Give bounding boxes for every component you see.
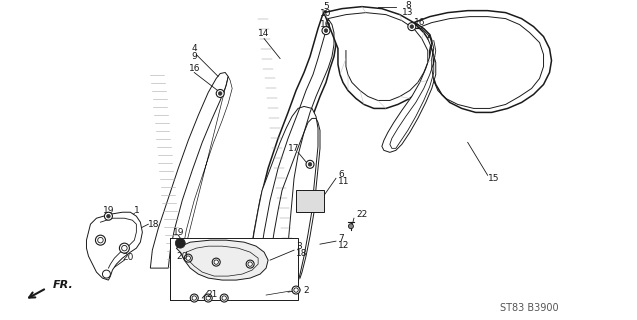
Polygon shape <box>382 35 436 152</box>
Circle shape <box>294 288 298 292</box>
Circle shape <box>408 23 416 31</box>
Text: 18: 18 <box>296 249 308 258</box>
Polygon shape <box>87 212 142 280</box>
Text: 8: 8 <box>405 1 411 10</box>
Circle shape <box>322 27 330 35</box>
Polygon shape <box>248 107 318 282</box>
Circle shape <box>214 260 218 264</box>
Text: ST83 B3900: ST83 B3900 <box>500 303 559 313</box>
Circle shape <box>220 294 228 302</box>
Text: 1: 1 <box>134 206 140 215</box>
Text: 20: 20 <box>123 252 134 262</box>
Circle shape <box>306 160 314 168</box>
Text: 18: 18 <box>148 220 160 229</box>
Text: 4: 4 <box>192 44 197 53</box>
Circle shape <box>248 262 252 266</box>
Circle shape <box>97 237 103 243</box>
Circle shape <box>190 294 198 302</box>
Text: 11: 11 <box>338 177 350 186</box>
Text: 10: 10 <box>320 9 332 18</box>
Text: FR.: FR. <box>52 280 73 290</box>
Bar <box>296 190 324 212</box>
Circle shape <box>410 25 413 28</box>
Circle shape <box>106 214 110 218</box>
Circle shape <box>186 256 190 260</box>
Text: 19: 19 <box>173 228 184 237</box>
Text: 16: 16 <box>414 18 426 27</box>
Text: 3: 3 <box>296 242 302 251</box>
Polygon shape <box>248 11 336 278</box>
Circle shape <box>348 224 354 229</box>
Text: 15: 15 <box>488 174 499 183</box>
Text: 14: 14 <box>259 29 270 38</box>
Polygon shape <box>414 11 552 112</box>
Text: 17: 17 <box>289 144 300 153</box>
Circle shape <box>222 296 226 300</box>
Text: 16: 16 <box>320 20 332 29</box>
Polygon shape <box>150 73 228 268</box>
Text: 9: 9 <box>191 52 197 61</box>
Circle shape <box>308 163 312 166</box>
Polygon shape <box>324 7 436 108</box>
Text: 2: 2 <box>303 285 309 295</box>
Text: 20: 20 <box>176 252 188 260</box>
Circle shape <box>206 296 210 300</box>
Bar <box>170 238 298 300</box>
Circle shape <box>184 254 192 262</box>
Polygon shape <box>176 240 268 280</box>
Circle shape <box>122 245 127 251</box>
Circle shape <box>216 90 224 98</box>
Text: 21: 21 <box>206 290 218 299</box>
Circle shape <box>119 243 129 253</box>
Text: 19: 19 <box>103 206 114 215</box>
Circle shape <box>104 212 112 220</box>
Text: 16: 16 <box>189 64 200 73</box>
Text: 13: 13 <box>402 8 413 17</box>
Circle shape <box>204 294 212 302</box>
Text: 5: 5 <box>323 2 329 11</box>
Circle shape <box>192 296 196 300</box>
Circle shape <box>292 286 300 294</box>
Circle shape <box>324 29 328 32</box>
Circle shape <box>212 258 220 266</box>
Text: 6: 6 <box>338 170 344 179</box>
Text: 22: 22 <box>356 210 367 219</box>
Circle shape <box>175 238 185 248</box>
Circle shape <box>246 260 254 268</box>
Circle shape <box>218 92 222 95</box>
Text: 7: 7 <box>338 234 344 243</box>
Text: 12: 12 <box>338 241 349 250</box>
Circle shape <box>103 270 110 278</box>
Circle shape <box>96 235 106 245</box>
